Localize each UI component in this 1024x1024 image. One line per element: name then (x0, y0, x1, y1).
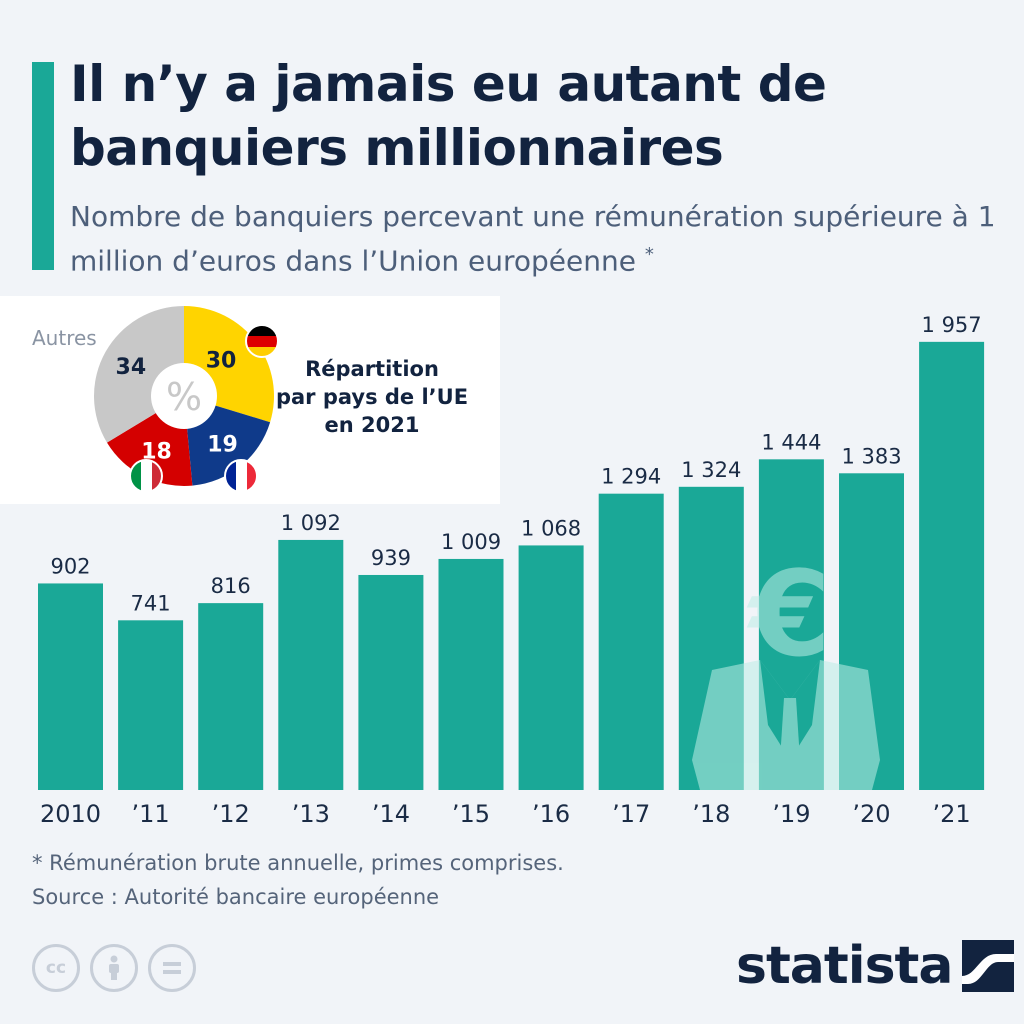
bar-value-label-4: 939 (371, 546, 411, 570)
bar-7 (598, 493, 664, 790)
others-label: Autres (32, 326, 97, 350)
footnote-note: * Rémunération brute annuelle, primes co… (32, 851, 564, 875)
person-icon (109, 955, 119, 980)
statista-mark-icon (962, 940, 1015, 992)
by-icon[interactable] (90, 944, 138, 992)
inset-title-line-2: par pays de l’UE (276, 385, 468, 409)
pie-slice-label-0: 30 (206, 349, 237, 374)
pie-slice-label-1: 19 (207, 432, 238, 457)
bar-value-label-2: 816 (211, 574, 251, 598)
bar-3 (278, 539, 344, 790)
x-tick-label-4: ’14 (372, 800, 410, 828)
bar-value-label-0: 902 (50, 554, 90, 578)
italy-flag (129, 459, 163, 493)
subtitle-text: Nombre de banquiers percevant une rémuné… (70, 200, 996, 278)
bar-value-label-1: 741 (131, 591, 171, 615)
x-tick-label-6: ’16 (532, 800, 570, 828)
bar-2 (198, 603, 264, 790)
subtitle-marker: * (644, 244, 654, 265)
bar-1 (118, 620, 184, 790)
nd-icon[interactable] (148, 944, 196, 992)
bar-value-label-10: 1 383 (841, 444, 901, 468)
chart-subtitle: Nombre de banquiers percevant une rémuné… (70, 198, 1000, 280)
bar-6 (518, 545, 584, 790)
footnote: * Rémunération brute annuelle, primes co… (32, 846, 564, 914)
x-tick-label-11: ’21 (933, 800, 971, 828)
euro-icon: € (746, 545, 831, 683)
chart-title: Il n’y a jamais eu autant de banquiers m… (70, 55, 827, 177)
x-tick-label-8: ’18 (692, 800, 730, 828)
x-tick-label-7: ’17 (612, 800, 650, 828)
logo-text: statista (736, 936, 953, 996)
banker-illustration: € (692, 545, 880, 790)
statista-logo[interactable]: statista (736, 936, 1015, 996)
bar-4 (358, 574, 424, 790)
pie-slice-label-3: 34 (116, 355, 147, 380)
x-tick-label-0: 2010 (40, 800, 101, 828)
bars-layer: 902 2010 741 ’11 816 ’12 1 092 ’13 939 ’14 1 009 ’1… (38, 313, 985, 828)
x-tick-label-3: ’13 (292, 800, 330, 828)
equals-icon (163, 962, 181, 974)
banker-tie-shape (780, 698, 800, 780)
bar-value-label-7: 1 294 (601, 465, 661, 489)
footnote-source: Source : Autorité bancaire européenne (32, 885, 440, 909)
cc-icon[interactable]: cc (32, 944, 80, 992)
inset-title-line-1: Répartition (305, 357, 439, 381)
pie-center (151, 363, 217, 429)
bar-0 (38, 583, 103, 790)
license-icons: cc (32, 944, 196, 992)
bar-value-label-11: 1 957 (922, 313, 982, 337)
accent-bar (32, 62, 54, 270)
bar-5 (438, 558, 504, 790)
bar-value-label-9: 1 444 (761, 430, 821, 454)
bar-value-label-3: 1 092 (281, 511, 341, 535)
x-tick-label-2: ’12 (212, 800, 250, 828)
x-tick-label-9: ’19 (772, 800, 810, 828)
inset-title-line-3: en 2021 (325, 413, 420, 437)
france-flag (224, 459, 258, 493)
x-tick-label-5: ’15 (452, 800, 490, 828)
germany-flag (245, 324, 279, 358)
bar-value-label-6: 1 068 (521, 516, 581, 540)
bar-value-label-8: 1 324 (681, 458, 741, 482)
x-tick-label-1: ’11 (132, 800, 170, 828)
pie-center-label: % (166, 375, 202, 419)
bar-value-label-5: 1 009 (441, 530, 501, 554)
bar-11 (919, 341, 985, 790)
x-tick-label-10: ’20 (852, 800, 890, 828)
